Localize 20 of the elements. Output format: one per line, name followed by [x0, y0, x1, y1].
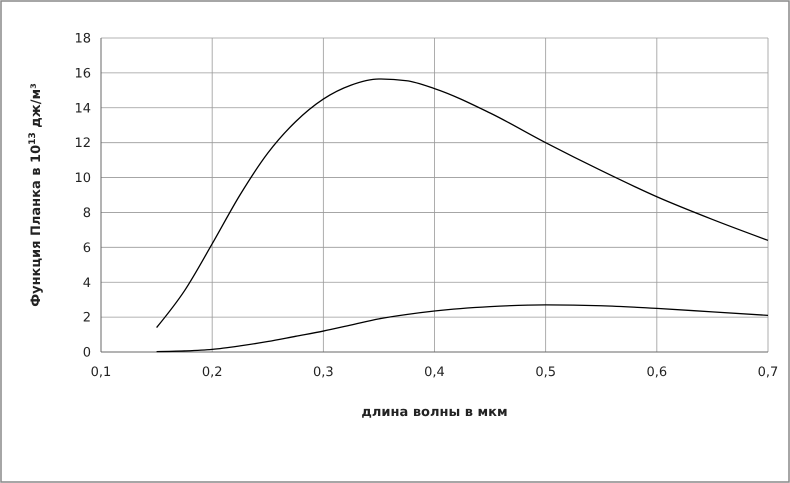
x-tick-label: 0,4: [424, 365, 445, 380]
y-tick-label: 10: [74, 171, 91, 186]
y-tick-label: 16: [74, 66, 91, 82]
x-tick-label: 0,7: [758, 365, 778, 380]
y-tick-label: 12: [74, 136, 91, 152]
x-tick-label: 0,3: [312, 365, 334, 380]
y-tick-label: 18: [74, 32, 91, 47]
y-tick-label: 8: [82, 206, 91, 221]
y-tick-label: 2: [82, 310, 91, 326]
y-tick-label: 4: [82, 276, 91, 291]
x-tick-label: 0,1: [90, 365, 112, 380]
y-tick-label: 0: [82, 346, 91, 361]
x-tick-label: 0,2: [202, 365, 223, 380]
line-series: [156, 304, 769, 352]
x-tick-label: 0,6: [646, 365, 668, 380]
line-series: [156, 78, 769, 328]
x-tick-label: 0,5: [535, 365, 556, 380]
y-tick-label: 14: [74, 101, 91, 116]
y-tick-label: 6: [82, 240, 91, 256]
x-axis-title: длина волны в мкм: [361, 405, 508, 420]
